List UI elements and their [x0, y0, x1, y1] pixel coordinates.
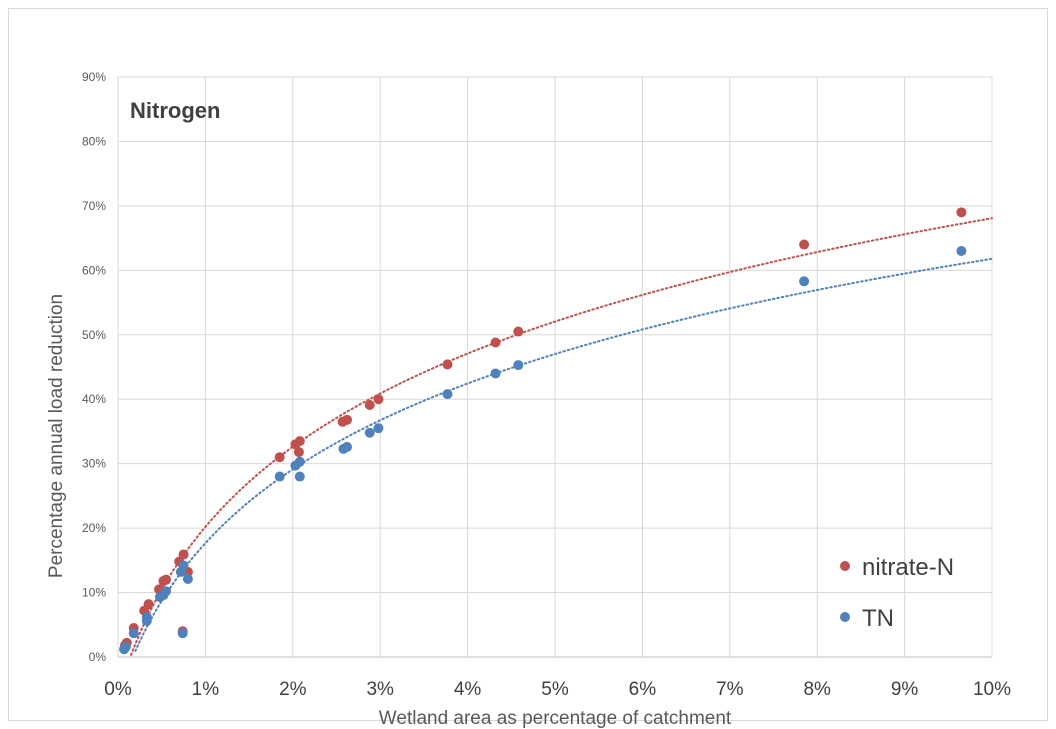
data-point-tn [341, 441, 352, 452]
x-tick-label: 6% [629, 679, 657, 700]
data-point-tn [161, 586, 172, 597]
data-point-nitrate-n [294, 436, 305, 447]
legend: nitrate-N TN [840, 554, 954, 632]
y-axis-label: Percentage annual load reduction [46, 294, 67, 578]
chart-title: Nitrogen [130, 98, 220, 123]
x-tick-labels: 0% 1% 2% 3% 4% 5% 6% 7% 8% 9% 10% [104, 679, 1011, 700]
data-point-nitrate-n [442, 359, 453, 370]
data-point-tn [274, 471, 285, 482]
y-tick-label: 30% [82, 457, 106, 471]
x-tick-label: 0% [104, 679, 132, 700]
data-point-tn [128, 628, 139, 639]
data-point-tn [182, 574, 193, 585]
data-point-nitrate-n [143, 599, 154, 610]
data-point-tn [120, 641, 131, 652]
y-tick-label: 60% [82, 263, 106, 277]
trendlines [130, 217, 993, 656]
data-point-nitrate-n [373, 394, 384, 405]
data-point-tn [177, 628, 188, 639]
x-tick-label: 9% [891, 679, 919, 700]
data-point-nitrate-n [161, 574, 172, 585]
y-tick-label: 40% [82, 392, 106, 406]
y-tick-label: 70% [82, 199, 106, 213]
data-points [119, 207, 967, 655]
x-tick-label: 10% [973, 679, 1011, 700]
y-tick-labels: 0% 10% 20% 30% 40% 50% 60% 70% 80% 90% [82, 70, 106, 664]
legend-marker-tn [840, 612, 850, 622]
data-point-tn [294, 456, 305, 467]
data-point-nitrate-n [799, 239, 810, 250]
data-point-tn [294, 471, 305, 482]
x-tick-label: 8% [803, 679, 831, 700]
data-point-tn [141, 612, 152, 623]
data-point-nitrate-n [364, 400, 375, 411]
y-tick-label: 10% [82, 586, 106, 600]
x-tick-label: 7% [716, 679, 744, 700]
grid [117, 76, 993, 658]
x-tick-label: 1% [192, 679, 220, 700]
trendline-0 [130, 217, 993, 656]
data-point-tn [799, 276, 810, 287]
y-tick-label: 50% [82, 328, 106, 342]
data-point-nitrate-n [178, 549, 189, 560]
data-point-nitrate-n [293, 447, 304, 458]
x-tick-label: 4% [454, 679, 482, 700]
x-tick-label: 5% [541, 679, 569, 700]
data-point-tn [364, 427, 375, 438]
chart-frame [8, 8, 1048, 721]
data-point-tn [490, 368, 501, 379]
data-point-tn [373, 423, 384, 434]
data-point-tn [513, 360, 524, 371]
data-point-nitrate-n [490, 337, 501, 348]
data-point-tn [956, 246, 967, 256]
y-tick-label: 20% [82, 521, 106, 535]
legend-label-tn: TN [862, 605, 894, 632]
legend-label-nitrate-n: nitrate-N [862, 554, 954, 581]
x-tick-label: 2% [279, 679, 307, 700]
data-point-nitrate-n [956, 207, 967, 218]
data-point-nitrate-n [274, 452, 285, 463]
y-tick-label: 80% [82, 134, 106, 148]
y-tick-label: 90% [82, 70, 106, 84]
y-tick-label: 0% [89, 650, 107, 664]
x-tick-label: 3% [366, 679, 394, 700]
data-point-tn [178, 560, 189, 571]
data-point-nitrate-n [341, 414, 352, 425]
data-point-nitrate-n [513, 326, 524, 337]
data-point-tn [442, 389, 453, 400]
x-axis-label: Wetland area as percentage of catchment [379, 708, 732, 729]
legend-marker-nitrate-n [840, 561, 850, 571]
